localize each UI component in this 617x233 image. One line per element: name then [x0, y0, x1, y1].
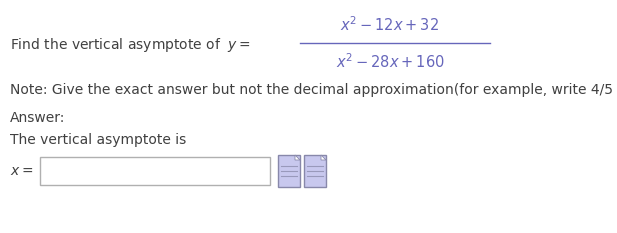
- Text: $x^2 - 28x + 160$: $x^2 - 28x + 160$: [336, 53, 444, 71]
- Polygon shape: [40, 157, 270, 185]
- Polygon shape: [321, 155, 326, 160]
- Text: Note: Give the exact answer but not the decimal approximation(for example, write: Note: Give the exact answer but not the …: [10, 83, 617, 97]
- Polygon shape: [304, 155, 326, 187]
- Text: The vertical asymptote is: The vertical asymptote is: [10, 133, 186, 147]
- Polygon shape: [278, 155, 300, 187]
- Text: $x^2 - 12x + 32$: $x^2 - 12x + 32$: [341, 16, 439, 34]
- Text: Answer:: Answer:: [10, 111, 65, 125]
- Text: Find the vertical asymptote of  $y =$: Find the vertical asymptote of $y =$: [10, 36, 251, 54]
- Polygon shape: [295, 155, 300, 160]
- Text: $x =$: $x =$: [10, 164, 33, 178]
